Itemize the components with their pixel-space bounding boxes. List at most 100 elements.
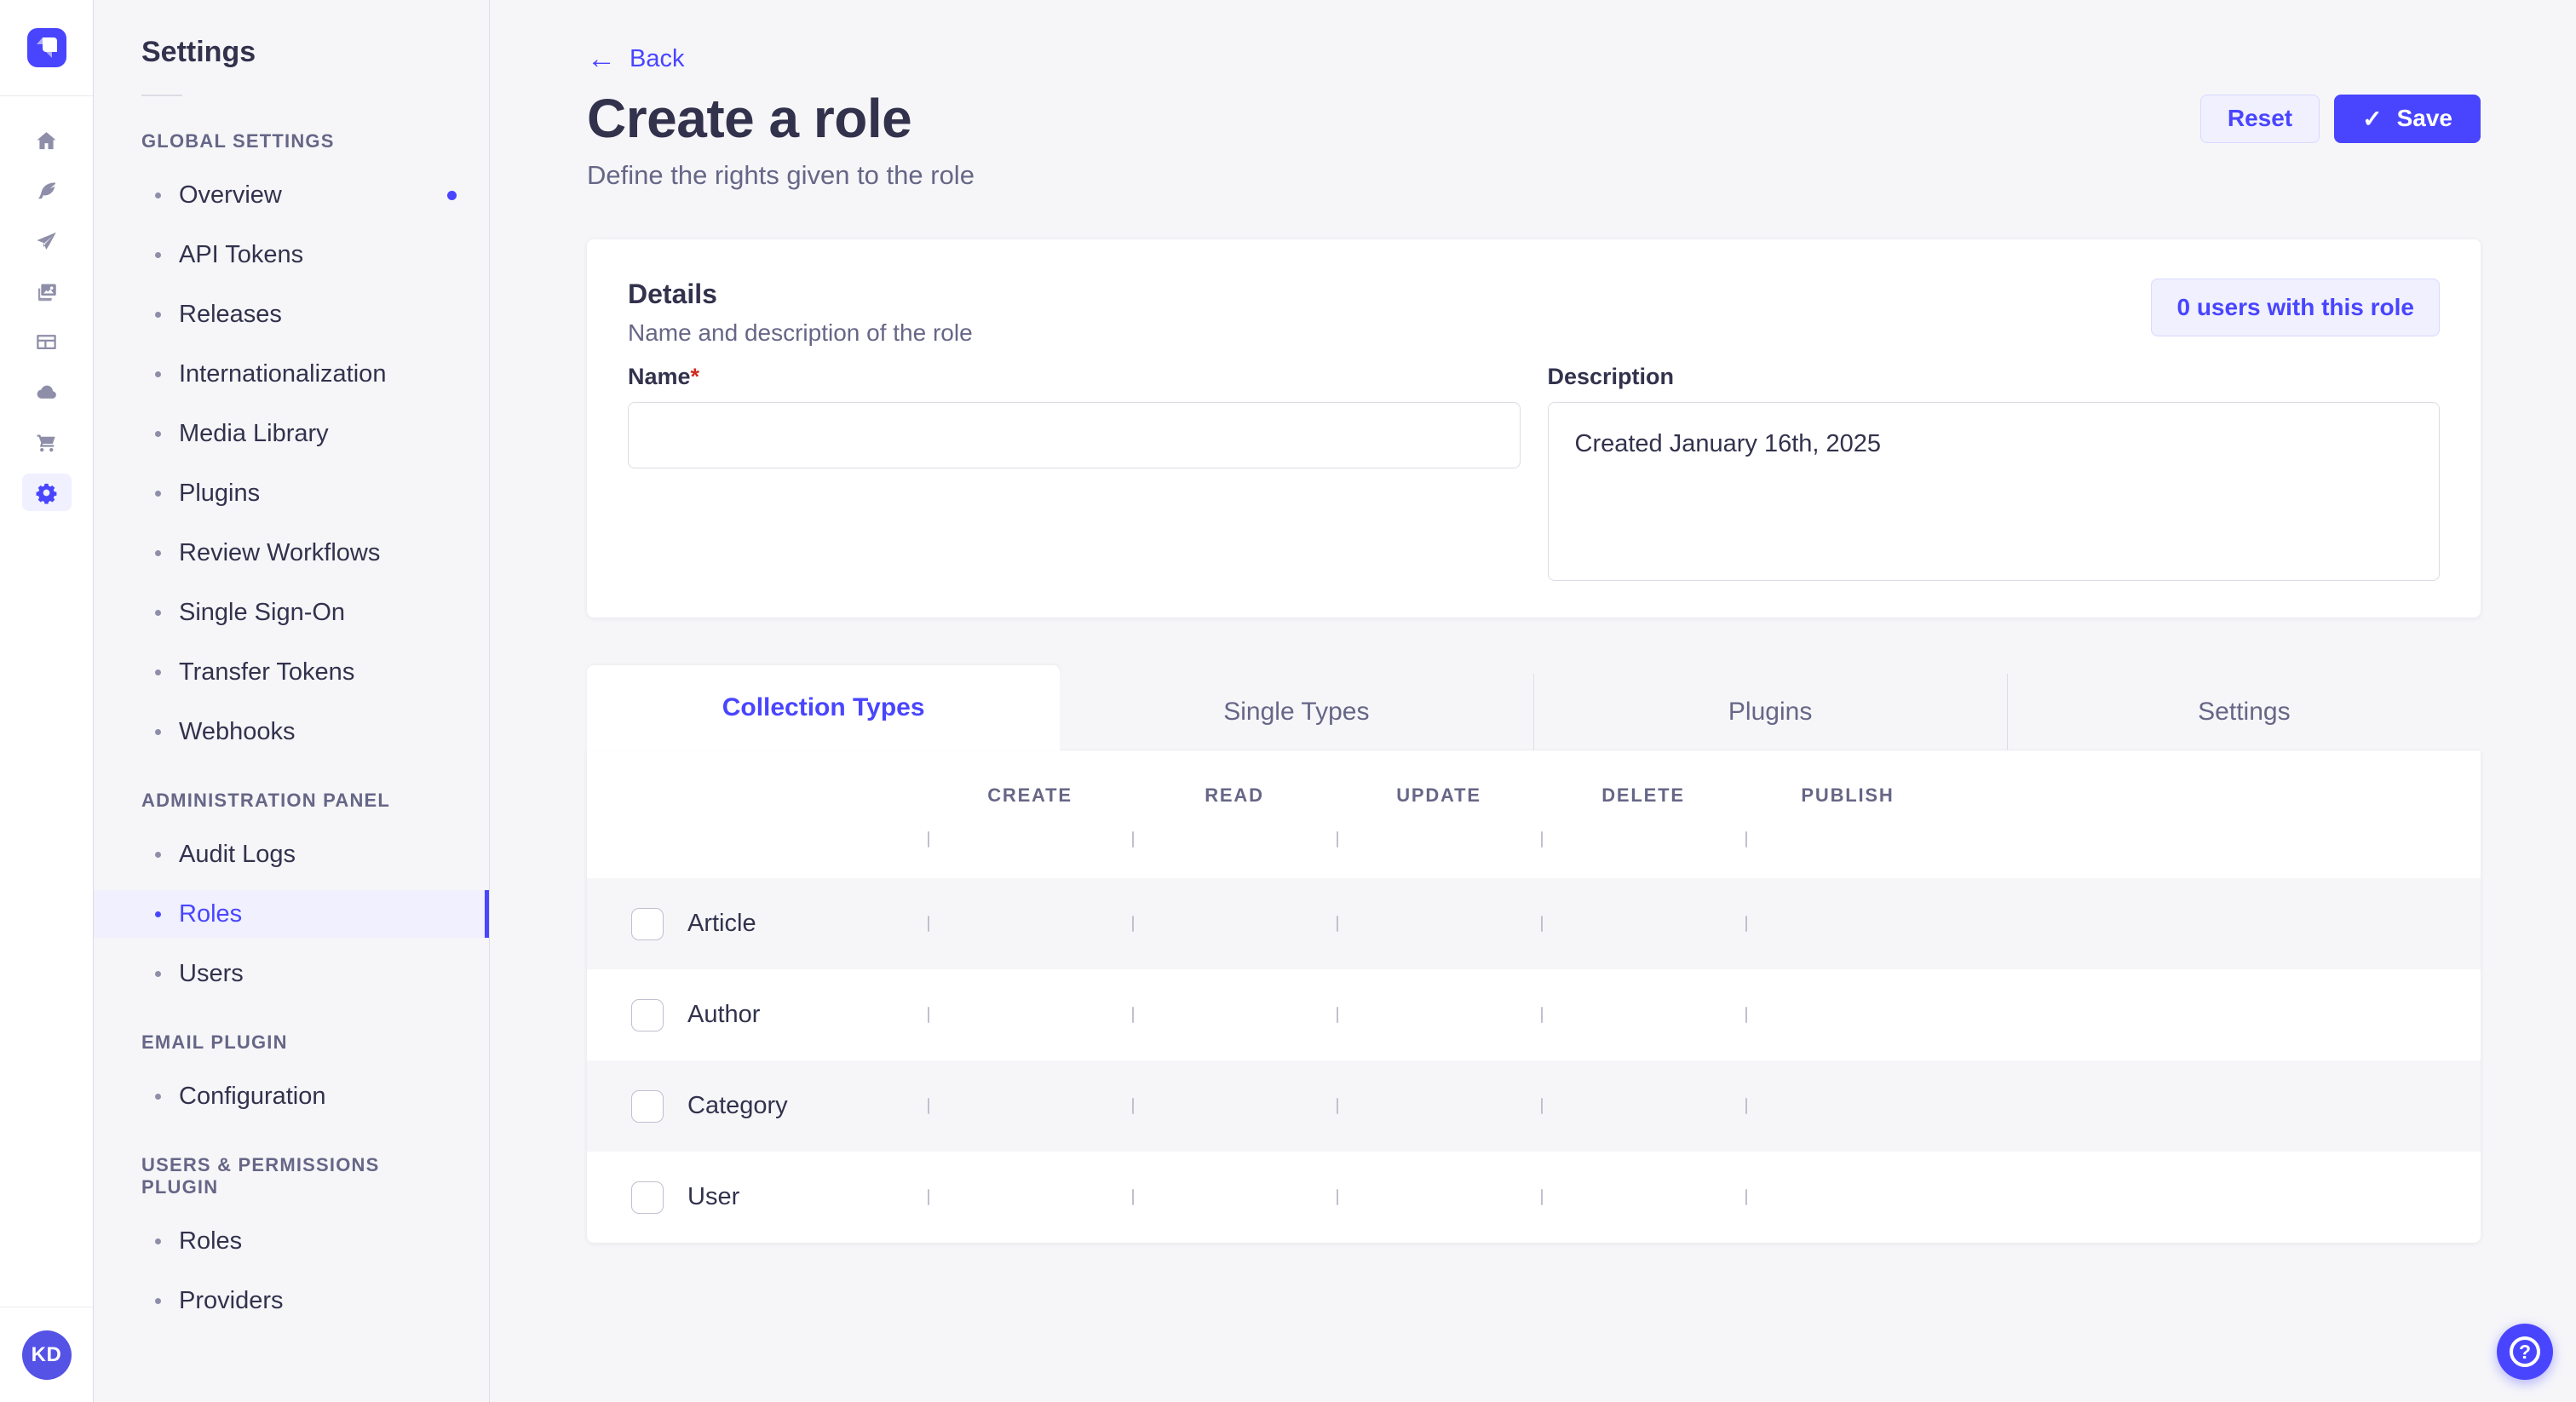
checkbox-article-update[interactable] — [1337, 915, 1338, 932]
column-header-publish: PUBLISH — [1801, 784, 1895, 806]
tab-settings[interactable]: Settings — [2006, 674, 2481, 750]
checkbox-author-publish[interactable] — [1745, 1006, 1747, 1023]
row-select-article-checkbox[interactable] — [631, 907, 664, 940]
back-link[interactable]: ← Back — [587, 43, 685, 75]
releases-paper-plane-icon[interactable] — [22, 222, 72, 260]
home-icon[interactable] — [22, 122, 72, 159]
checkbox-article-read[interactable] — [1132, 915, 1134, 932]
checkbox-author-update[interactable] — [1337, 1006, 1338, 1023]
sidebar-item-media-library[interactable]: Media Library — [94, 410, 489, 457]
question-mark-icon: ? — [2510, 1336, 2540, 1367]
sidebar-item-webhooks[interactable]: Webhooks — [94, 708, 489, 756]
checkbox-article-publish[interactable] — [1745, 915, 1747, 932]
section-administration-panel: ADMINISTRATION PANEL Audit Logs Roles Us… — [94, 790, 489, 997]
strapi-logo[interactable] — [26, 28, 66, 67]
permissions-table-header: CREATE READ UPDATE DELETE PUBLISH — [587, 750, 2481, 878]
sidebar-item-audit-logs[interactable]: Audit Logs — [94, 830, 489, 878]
section-email-plugin: EMAIL PLUGIN Configuration — [94, 1031, 489, 1120]
name-field[interactable] — [628, 402, 1521, 468]
sidebar-item-providers[interactable]: Providers — [94, 1277, 489, 1324]
section-heading: ADMINISTRATION PANEL — [141, 790, 391, 811]
permissions-card: Collection Types Single Types Plugins Se… — [587, 665, 2481, 1243]
user-avatar[interactable]: KD — [21, 1330, 72, 1380]
details-card: Details Name and description of the role… — [587, 239, 2481, 618]
checkbox-user-delete[interactable] — [1541, 1188, 1543, 1205]
media-library-icon[interactable] — [22, 273, 72, 310]
sidebar-item-plugins[interactable]: Plugins — [94, 469, 489, 517]
page-subtitle: Define the rights given to the role — [587, 160, 975, 190]
select-all-create-checkbox[interactable] — [928, 831, 929, 848]
row-label: Category — [687, 1092, 788, 1119]
main-content: ← Back Create a role Reset ✓ Save Define… — [490, 0, 2576, 1402]
row-select-user-checkbox[interactable] — [631, 1181, 664, 1214]
sidebar-item-roles-admin[interactable]: Roles — [94, 890, 489, 938]
sidebar-item-configuration[interactable]: Configuration — [94, 1072, 489, 1120]
content-manager-feather-icon[interactable] — [22, 172, 72, 210]
users-with-role-button[interactable]: 0 users with this role — [2151, 279, 2440, 336]
subnav-title: Settings — [141, 36, 256, 68]
marketplace-cart-icon[interactable] — [22, 423, 72, 461]
sidebar-item-users[interactable]: Users — [94, 950, 489, 997]
required-asterisk: * — [690, 364, 700, 389]
sidebar-item-api-tokens[interactable]: API Tokens — [94, 231, 489, 279]
select-all-read-checkbox[interactable] — [1132, 831, 1134, 848]
row-select-category-checkbox[interactable] — [631, 1089, 664, 1123]
settings-gear-icon[interactable] — [21, 474, 72, 511]
table-row-user: User — [587, 1152, 2481, 1243]
checkbox-user-update[interactable] — [1337, 1188, 1338, 1205]
section-heading: EMAIL PLUGIN — [141, 1031, 288, 1053]
tab-single-types[interactable]: Single Types — [1060, 674, 1533, 750]
checkbox-author-delete[interactable] — [1541, 1006, 1543, 1023]
section-global-settings: GLOBAL SETTINGS Overview API Tokens Rele… — [94, 130, 489, 756]
checkbox-category-create[interactable] — [928, 1097, 929, 1114]
checkbox-article-create[interactable] — [928, 915, 929, 932]
permissions-table: CREATE READ UPDATE DELETE PUBLISH — [587, 750, 2481, 1243]
reset-button[interactable]: Reset — [2199, 94, 2320, 143]
description-label: Description — [1547, 364, 1675, 389]
checkbox-category-read[interactable] — [1132, 1097, 1134, 1114]
sidebar-item-single-sign-on[interactable]: Single Sign-On — [94, 589, 489, 636]
brand-logo-wrap — [0, 0, 93, 96]
page-title: Create a role — [587, 88, 912, 149]
checkbox-author-read[interactable] — [1132, 1006, 1134, 1023]
content-type-builder-layout-icon[interactable] — [22, 323, 72, 360]
section-users-permissions-plugin: USERS & PERMISSIONS PLUGIN Roles Provide… — [94, 1154, 489, 1324]
checkbox-category-publish[interactable] — [1745, 1097, 1747, 1114]
row-label: User — [687, 1183, 740, 1210]
cloud-icon[interactable] — [22, 373, 72, 411]
sidebar-item-internationalization[interactable]: Internationalization — [94, 350, 489, 398]
table-row-article: Article — [587, 878, 2481, 969]
select-all-update-checkbox[interactable] — [1337, 831, 1338, 848]
sidebar-item-roles-up[interactable]: Roles — [94, 1217, 489, 1265]
help-button[interactable]: ? — [2497, 1324, 2553, 1380]
save-button[interactable]: ✓ Save — [2334, 94, 2481, 143]
details-title: Details — [628, 279, 717, 309]
back-arrow-icon: ← — [587, 43, 616, 75]
checkbox-category-delete[interactable] — [1541, 1097, 1543, 1114]
rail-footer: KD — [0, 1307, 93, 1402]
checkbox-user-create[interactable] — [928, 1188, 929, 1205]
tab-collection-types[interactable]: Collection Types — [587, 665, 1061, 750]
row-select-author-checkbox[interactable] — [631, 998, 664, 1031]
sidebar-item-transfer-tokens[interactable]: Transfer Tokens — [94, 648, 489, 696]
notification-dot — [447, 190, 457, 200]
select-all-publish-checkbox[interactable] — [1745, 831, 1747, 848]
description-field[interactable]: Created January 16th, 2025 — [1547, 402, 2440, 581]
row-label: Author — [687, 1001, 761, 1028]
section-heading: GLOBAL SETTINGS — [141, 130, 335, 152]
table-row-author: Author — [587, 969, 2481, 1060]
table-row-category: Category — [587, 1060, 2481, 1152]
sidebar-item-overview[interactable]: Overview — [94, 171, 489, 219]
row-label: Article — [687, 910, 756, 937]
name-label: Name* — [628, 364, 700, 389]
sidebar-item-review-workflows[interactable]: Review Workflows — [94, 529, 489, 577]
checkbox-article-delete[interactable] — [1541, 915, 1543, 932]
checkbox-user-read[interactable] — [1132, 1188, 1134, 1205]
checkbox-author-create[interactable] — [928, 1006, 929, 1023]
checkbox-category-update[interactable] — [1337, 1097, 1338, 1114]
select-all-delete-checkbox[interactable] — [1541, 831, 1543, 848]
tab-plugins[interactable]: Plugins — [1532, 674, 2007, 750]
sidebar-item-releases[interactable]: Releases — [94, 290, 489, 338]
permissions-tabbar: Collection Types Single Types Plugins Se… — [587, 665, 2481, 750]
checkbox-user-publish[interactable] — [1745, 1188, 1747, 1205]
